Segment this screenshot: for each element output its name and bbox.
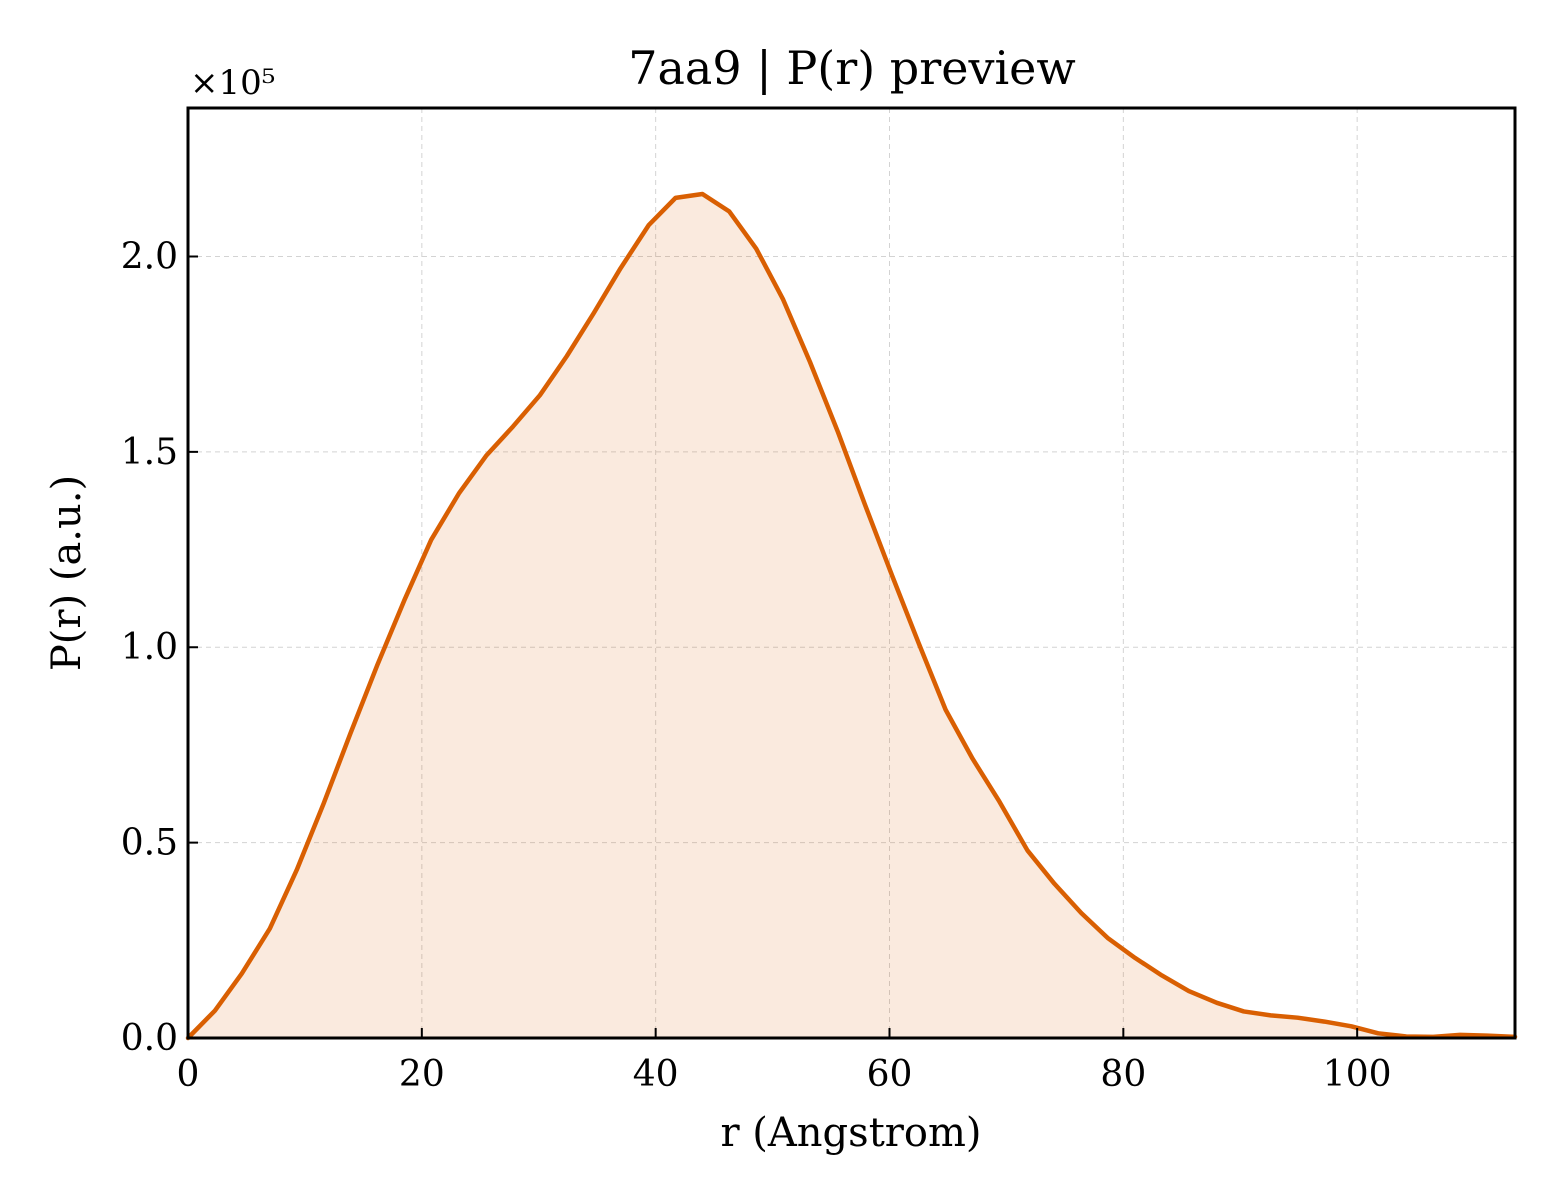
- x-tick-label: 20: [399, 1054, 445, 1095]
- y-tick-label: 0.5: [121, 823, 178, 864]
- y-tick-label: 0.0: [121, 1018, 178, 1059]
- y-axis-label: P(r) (a.u.): [44, 475, 90, 671]
- plot-frame: [186, 106, 1517, 1040]
- chart-title: 7aa9 | P(r) preview: [628, 41, 1076, 95]
- series-area-fill: [188, 193, 1515, 1039]
- series-line: [185, 191, 1518, 1041]
- x-axis-label: r (Angstrom): [720, 1110, 981, 1156]
- x-tick-label: 100: [1323, 1054, 1392, 1095]
- y-tick-label: 1.0: [121, 627, 178, 668]
- y-tick-label: 1.5: [121, 432, 178, 473]
- x-tick-label: 60: [867, 1054, 913, 1095]
- y-tick-label: 2.0: [121, 236, 178, 277]
- ticks: 0 20 40 60 80 100 0.0 0.5 1.0 1.5 2.0: [121, 236, 1392, 1095]
- y-scale-label: ×10⁵: [190, 63, 275, 103]
- x-tick-label: 40: [633, 1054, 679, 1095]
- x-tick-label: 0: [177, 1054, 200, 1095]
- series-group: [185, 191, 1518, 1041]
- x-tick-label: 80: [1100, 1054, 1146, 1095]
- grid: [188, 108, 1515, 1038]
